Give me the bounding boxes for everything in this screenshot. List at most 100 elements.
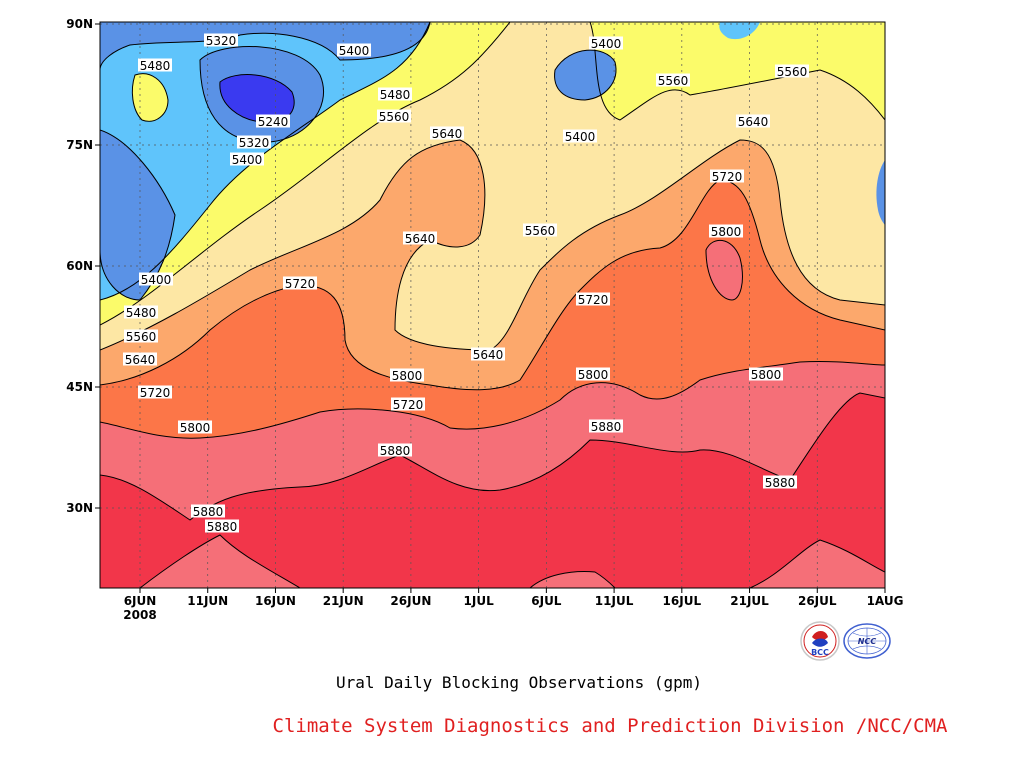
contour-label-box (256, 114, 290, 128)
contour-label-box (377, 109, 411, 123)
contour-value-label: 5800 (578, 368, 609, 382)
contour-line-5480 (100, 22, 431, 301)
fill-5800-south-pocket-2 (530, 571, 615, 588)
contour-line-5640 (100, 139, 885, 351)
ncc-logo-icon: NCC (843, 623, 891, 659)
fill-5320-east-edge-patch (876, 160, 885, 225)
contour-label-box (230, 152, 264, 166)
x-tick-label: 11JUL (595, 594, 634, 608)
contour-value-label: 5640 (405, 232, 436, 246)
contour-label-box (204, 33, 238, 47)
contour-label-box (775, 64, 809, 78)
contour-label-box (138, 58, 172, 72)
fill-5480-west-pocket (132, 73, 168, 122)
contour-label-box (378, 87, 412, 101)
contour-label-box (124, 305, 158, 319)
fill-5880-region (100, 393, 885, 588)
chart-caption: Ural Daily Blocking Observations (gpm) (336, 673, 702, 692)
contour-label-box (138, 385, 172, 399)
contour-label-box (391, 397, 425, 411)
contour-label-box (563, 129, 597, 143)
grid-lines (100, 22, 885, 588)
contour-value-label: 5400 (141, 273, 172, 287)
x-tick-label: 6JUN (124, 594, 157, 608)
contour-value-label: 5720 (578, 293, 609, 307)
plot-frame (99, 21, 886, 589)
fill-5320-west-low (100, 130, 175, 300)
ncc-logo-text: NCC (858, 637, 877, 646)
contour-label-box (709, 224, 743, 238)
contour-label-box (205, 519, 239, 533)
fill-5400-northeast-patch (719, 22, 760, 40)
contour-value-label: 5880 (207, 520, 238, 534)
contour-label-box (430, 126, 464, 140)
contour-value-label: 5880 (765, 476, 796, 490)
x-tick-label: 21JUN (323, 594, 364, 608)
contour-value-label: 5640 (738, 115, 769, 129)
contour-value-label: 5400 (591, 37, 622, 51)
contour-value-label: 5800 (392, 369, 423, 383)
bcc-logo-text: BCC (811, 648, 829, 657)
contour-label-box (523, 223, 557, 237)
x-tick-label: 26JUN (390, 594, 431, 608)
x-tick-label: 6JUL (531, 594, 562, 608)
contour-label-box (378, 443, 412, 457)
contour-value-label: 5560 (126, 330, 157, 344)
contour-label-box (390, 368, 424, 382)
x-tick-label: 11JUN (187, 594, 228, 608)
x-axis: 6JUN 11JUN 16JUN 21JUN 26JUN 1JUL 6JUL 11JUL 16J… (124, 588, 904, 608)
x-tick-label: 16JUN (255, 594, 296, 608)
contour-value-label: 5400 (339, 44, 370, 58)
y-tick-label: 45N (66, 380, 93, 394)
x-tick-label: 26JUL (798, 594, 837, 608)
fill-5320-northeast-low (554, 50, 616, 100)
contour-line-5400-north (100, 22, 431, 71)
contour-value-label: 5720 (285, 277, 316, 291)
y-axis: 30N 45N 60N 75N 90N (66, 17, 100, 515)
contour-value-label: 5400 (232, 153, 263, 167)
contour-value-label: 5560 (379, 110, 410, 124)
x-tick-label: 1AUG (867, 594, 904, 608)
contour-value-label: 5560 (525, 224, 556, 238)
fill-5320-north-low (100, 22, 430, 70)
contour-label-box (576, 292, 610, 306)
contour-line-5240-core (219, 74, 295, 123)
contour-label-box (749, 367, 783, 381)
contour-label-box (710, 169, 744, 183)
bcc-logo-icon: BCC (800, 621, 840, 661)
contour-value-label: 5640 (473, 348, 504, 362)
contour-label-box (139, 272, 173, 286)
contour-value-label: 5480 (126, 306, 157, 320)
contour-value-label: 5320 (206, 34, 237, 48)
contour-line-5400-west (100, 129, 176, 301)
contour-label-box (589, 36, 623, 50)
contour-value-label: 5720 (393, 398, 424, 412)
contour-value-label: 5400 (565, 130, 596, 144)
contour-value-label: 5640 (125, 353, 156, 367)
contour-line-5320-central (199, 46, 325, 143)
contour-line-5800-closed (705, 240, 743, 301)
contour-label-box (763, 475, 797, 489)
contour-value-label: 5640 (432, 127, 463, 141)
contour-value-label: 5720 (140, 386, 171, 400)
contour-value-label: 5880 (591, 420, 622, 434)
contour-label-box (403, 231, 437, 245)
contour-label-box (736, 114, 770, 128)
contour-value-label: 5320 (239, 136, 270, 150)
y-tick-label: 30N (66, 501, 93, 515)
contour-line-5880-south-1 (139, 534, 301, 588)
contour-labels: 5320 5400 5480 5240 5320 5400 5480 5560 5400 5640… (123, 33, 809, 534)
contour-value-label: 5480 (140, 59, 171, 73)
contour-label-box (471, 347, 505, 361)
contour-line-5720 (100, 179, 885, 391)
contour-line-5560-east (589, 22, 885, 121)
x-year-label: 2008 (123, 608, 156, 622)
contour-value-label: 5800 (751, 368, 782, 382)
contour-label-box (123, 352, 157, 366)
contour-value-label: 5800 (711, 225, 742, 239)
contour-value-label: 5800 (180, 421, 211, 435)
contour-label-box (283, 276, 317, 290)
contour-value-label: 5560 (658, 74, 689, 88)
contour-label-box (589, 419, 623, 433)
